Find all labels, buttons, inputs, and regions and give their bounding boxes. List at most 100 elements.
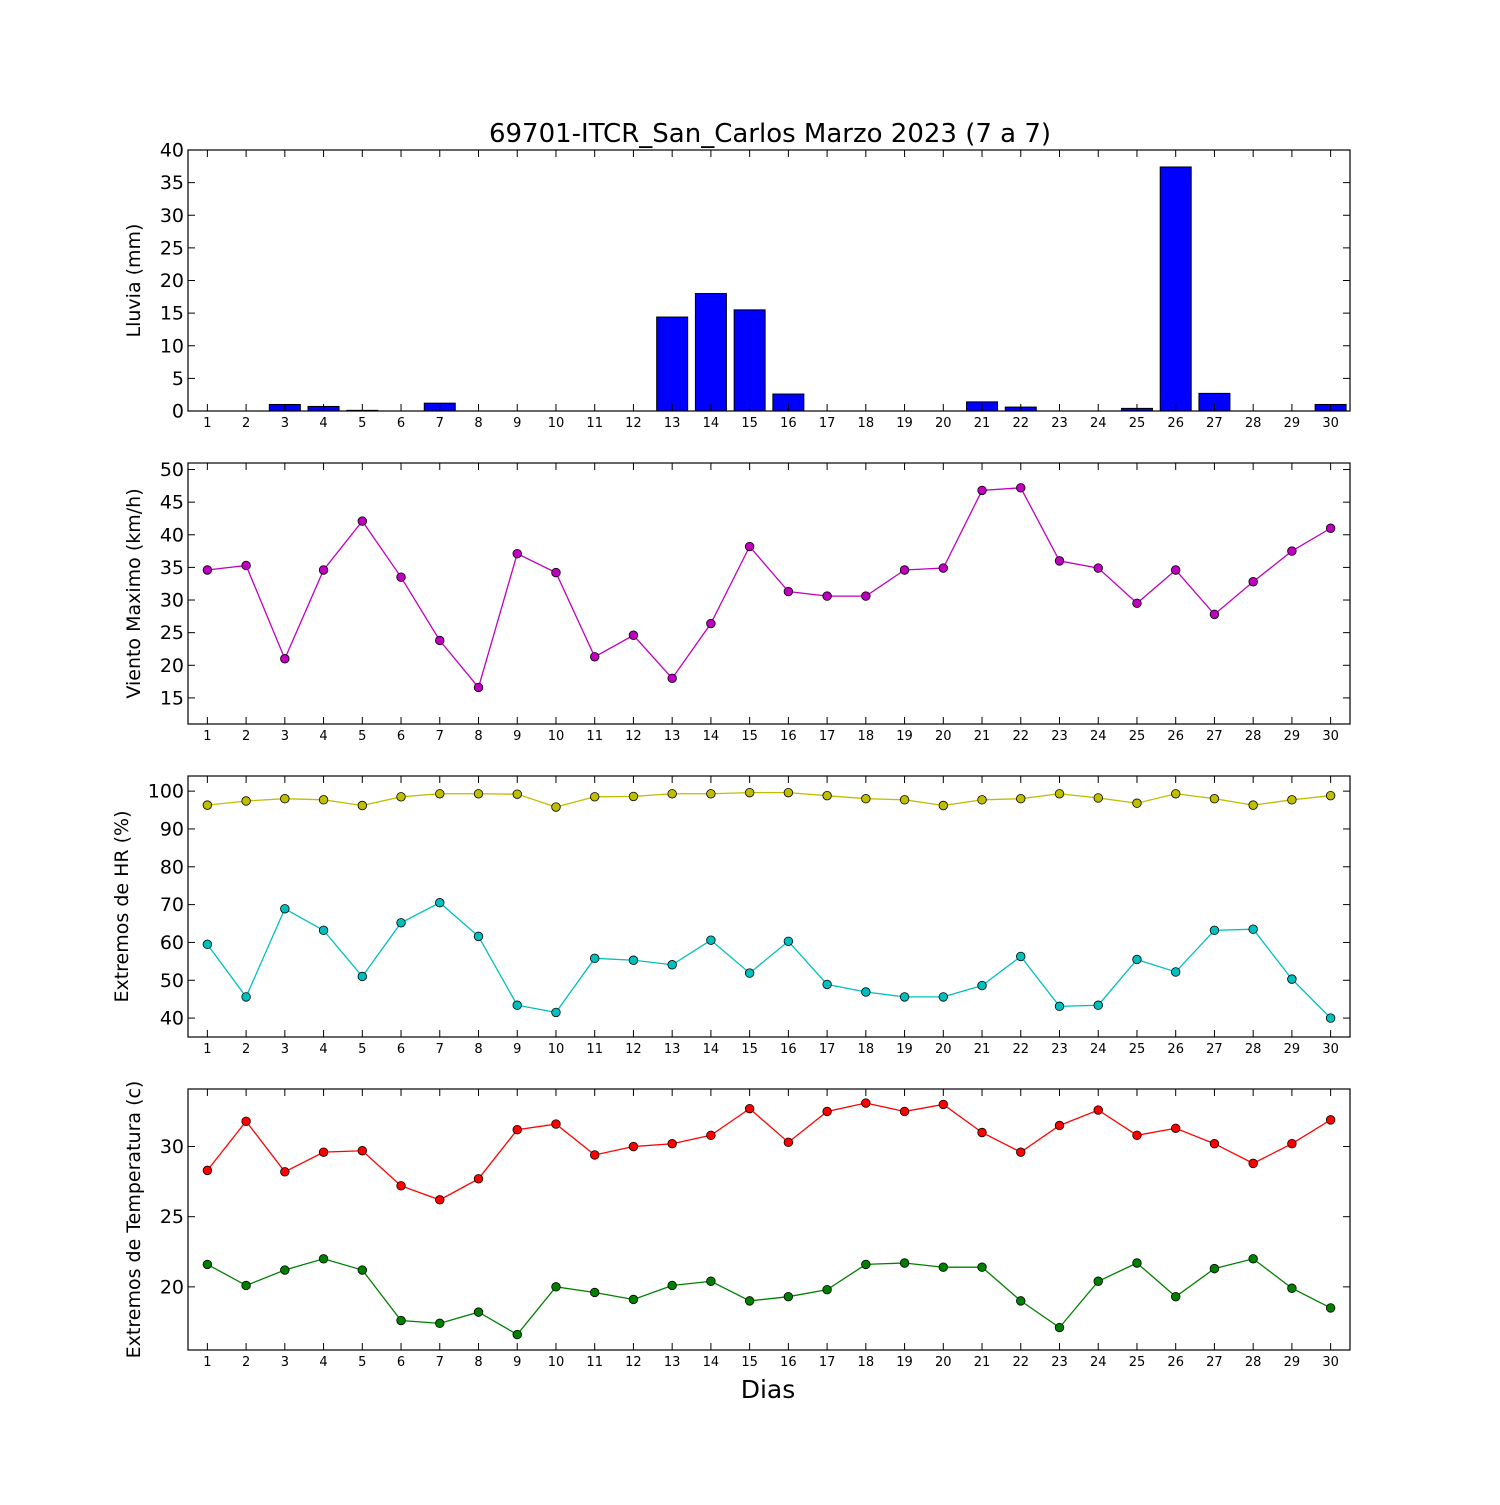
x-tick-label: 30: [1322, 416, 1339, 431]
x-tick-label: 10: [548, 1042, 565, 1057]
x-tick-label: 30: [1322, 1042, 1339, 1057]
point-hr_min-day-23: [1054, 1001, 1065, 1012]
y-tick-label: 5: [172, 368, 184, 390]
x-tick-label: 9: [513, 1042, 521, 1057]
x-tick-label: 15: [741, 416, 758, 431]
point-hr_min-day-13: [667, 960, 677, 970]
point-temp_min-day-26: [1170, 1291, 1181, 1302]
x-tick-label: 6: [397, 1042, 405, 1057]
y-tick-label: 40: [160, 524, 184, 546]
point-hr_min-day-29: [1287, 974, 1297, 984]
x-tick-label: 6: [397, 416, 405, 431]
x-tick-label: 21: [974, 416, 991, 431]
point-hr_min-day-3: [280, 904, 290, 914]
x-tick-label: 5: [358, 416, 366, 431]
point-temp_max-day-11: [590, 1150, 600, 1160]
x-tick-label: 9: [513, 1355, 521, 1370]
x-tick-label: 1: [203, 1042, 211, 1057]
point-hr_max-day-8: [473, 789, 484, 799]
point-temp_min-day-17: [822, 1284, 832, 1295]
x-tick-label: 28: [1245, 1355, 1262, 1370]
x-tick-label: 7: [436, 1355, 444, 1370]
point-hr_max-day-4: [318, 795, 329, 805]
x-tick-label: 15: [741, 729, 758, 744]
x-tick-label: 27: [1206, 416, 1223, 431]
y-tick-label: 40: [160, 140, 184, 162]
y-tick-label: 30: [160, 205, 184, 227]
point-hr_max-day-12: [628, 791, 639, 802]
x-tick-label: 2: [242, 729, 250, 744]
x-tick-label: 22: [1012, 416, 1029, 431]
x-tick-label: 21: [974, 1355, 991, 1370]
x-tick-label: 11: [586, 729, 603, 744]
x-tick-label: 19: [896, 1355, 913, 1370]
point-temp_max-day-15: [744, 1103, 755, 1114]
x-tick-label: 23: [1051, 1355, 1068, 1370]
x-tick-label: 19: [896, 416, 913, 431]
x-tick-label: 6: [397, 1355, 405, 1370]
point-temp_min-day-19: [899, 1258, 910, 1268]
point-wind-day-16: [783, 586, 794, 597]
point-temp_min-day-21: [977, 1262, 987, 1272]
point-temp_min-day-12: [628, 1294, 639, 1305]
point-wind-day-5: [357, 516, 368, 526]
series-line-hr_min: [206, 901, 1332, 1019]
point-temp_min-day-14: [706, 1276, 716, 1286]
x-tick-label: 17: [819, 1355, 836, 1370]
point-temp_max-day-8: [473, 1174, 484, 1184]
y-tick-label: 100: [148, 781, 184, 803]
point-temp_max-day-5: [357, 1146, 368, 1156]
point-wind-day-20: [938, 563, 949, 573]
x-tick-label: 19: [896, 1042, 913, 1057]
plot-frame: [187, 1088, 1351, 1351]
x-tick-label: 11: [586, 1042, 603, 1057]
point-wind-day-18: [861, 591, 871, 601]
point-temp_max-day-19: [899, 1106, 910, 1117]
point-hr_max-day-30: [1325, 790, 1336, 801]
point-temp_max-day-23: [1054, 1120, 1065, 1131]
x-tick-label: 17: [819, 1042, 836, 1057]
x-tick-label: 14: [703, 416, 720, 431]
point-temp_min-day-18: [861, 1259, 871, 1270]
x-tick-label: 9: [513, 416, 521, 431]
point-temp_max-day-28: [1248, 1158, 1258, 1169]
point-hr_min-day-5: [357, 971, 368, 982]
point-temp_max-day-24: [1093, 1105, 1103, 1115]
x-tick-label: 26: [1167, 729, 1184, 744]
point-hr_max-day-7: [435, 789, 445, 799]
x-tick-label: 5: [358, 1355, 366, 1370]
x-tick-label: 26: [1167, 1355, 1184, 1370]
point-hr_min-day-9: [512, 1000, 522, 1010]
y-tick-label: 20: [160, 270, 184, 292]
x-tick-label: 27: [1206, 1042, 1223, 1057]
point-wind-day-6: [396, 572, 406, 582]
x-tick-label: 3: [281, 729, 289, 744]
point-hr_max-day-18: [861, 793, 871, 804]
y-tick-label: 25: [160, 237, 184, 259]
x-tick-label: 23: [1051, 1042, 1068, 1057]
point-temp_min-day-4: [318, 1254, 329, 1264]
x-tick-label: 16: [780, 1355, 797, 1370]
point-hr_max-day-2: [241, 796, 251, 806]
x-tick-label: 16: [780, 416, 797, 431]
point-temp_max-day-17: [822, 1106, 832, 1117]
chart-title: 69701-ITCR_San_Carlos Marzo 2023 (7 a 7): [489, 119, 1051, 149]
x-tick-label: 1: [203, 729, 211, 744]
x-tick-label: 5: [358, 1042, 366, 1057]
x-tick-label: 30: [1322, 1355, 1339, 1370]
x-tick-label: 9: [513, 729, 521, 744]
point-hr_max-day-25: [1132, 798, 1142, 808]
y-tick-label: 30: [160, 590, 184, 612]
y-axis-label: Lluvia (mm): [123, 224, 145, 338]
x-tick-label: 20: [935, 1355, 952, 1370]
point-wind-day-15: [744, 541, 755, 552]
bar-day-26: [1159, 166, 1192, 412]
point-hr_min-day-12: [628, 955, 639, 965]
point-temp_min-day-3: [280, 1265, 290, 1275]
point-wind-day-30: [1325, 523, 1336, 533]
